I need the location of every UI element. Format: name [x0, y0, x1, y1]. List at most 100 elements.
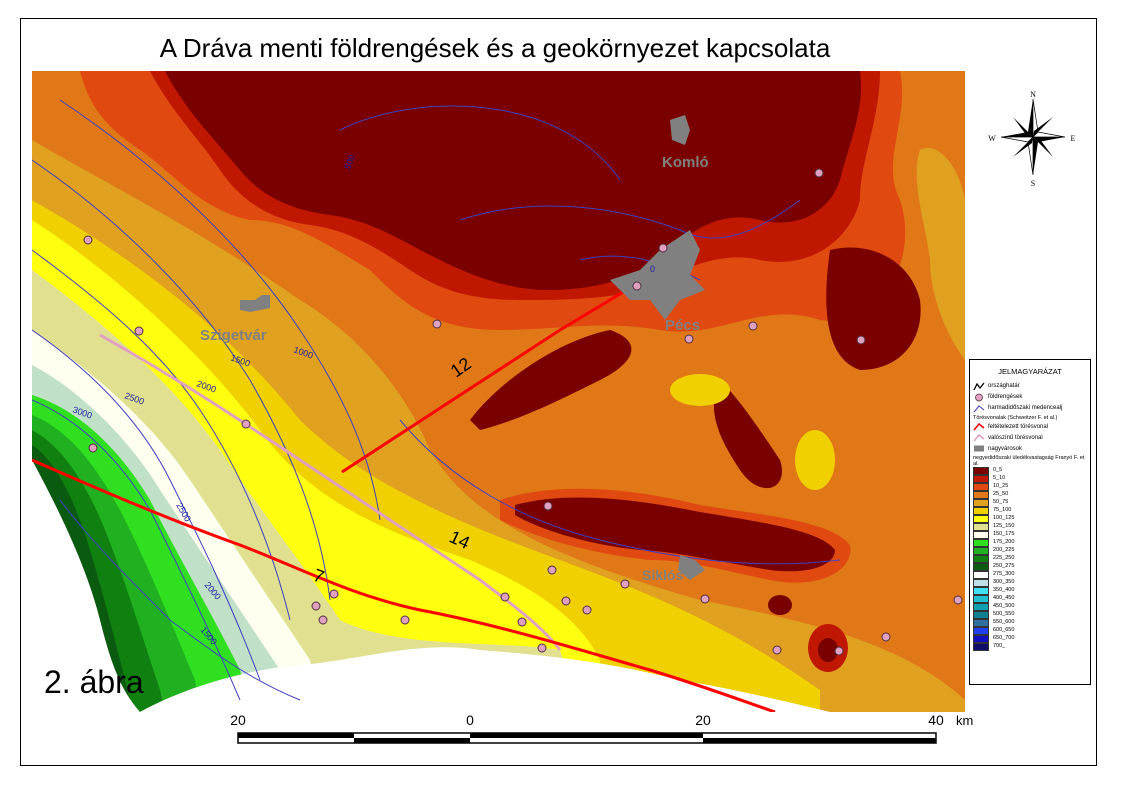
- legend-item: nagyvárosok: [970, 443, 1090, 454]
- scale-unit: km: [956, 713, 973, 728]
- legend-class-label: 150_175: [993, 531, 1015, 538]
- contour-line: [399, 419, 841, 565]
- earthquake-point: [543, 501, 553, 511]
- yellow-patch-2: [670, 374, 730, 406]
- legend-class-row: 275_300: [970, 571, 1090, 579]
- legend-section: negyedidőszaki üledékvastagság Franyó F.…: [973, 455, 1085, 467]
- legend-swatch: [973, 643, 989, 651]
- earthquake-point: [772, 645, 782, 655]
- earthquake-point: [814, 168, 824, 178]
- legend-class-label: 10_25: [993, 483, 1009, 490]
- earthquake-point: [311, 601, 321, 611]
- legend-class-row: 75_100: [970, 507, 1090, 515]
- probable-fault-icon: [973, 433, 985, 442]
- town-label-siklos: Siklós: [642, 567, 683, 583]
- legend-swatch: [973, 491, 989, 499]
- legend-class-label: 700_: [993, 643, 1006, 650]
- legend-class-row: 200_225: [970, 547, 1090, 555]
- legend-swatches: 0_5 5_10 10_25 25_50 50_75 75_100 100_125 125_1…: [970, 467, 1090, 651]
- earthquake-point: [134, 326, 144, 336]
- scale-tick: 40: [928, 712, 944, 728]
- legend-class-row: 600_650: [970, 627, 1090, 635]
- legend-title: JELMAGYARÁZAT: [998, 367, 1062, 376]
- legend-swatch: [973, 539, 989, 547]
- croatia-west: [32, 460, 140, 712]
- scale-tick: 20: [695, 712, 711, 728]
- legend-class-label: 500_550: [993, 611, 1015, 618]
- legend-swatch: [973, 587, 989, 595]
- ne-ridge: [826, 247, 921, 370]
- east-ridge: [713, 380, 782, 489]
- legend-class-row: 5_10: [970, 475, 1090, 483]
- scale-bar-segment: [354, 738, 470, 743]
- contour-line: [32, 159, 331, 601]
- legend-section: Törésvonalak (Schweitzer F. et al.): [973, 414, 1058, 421]
- central-ridge: [470, 330, 632, 430]
- legend-class-label: 125_150: [993, 523, 1015, 530]
- scale-bar: 20 0 20 40 km: [230, 712, 973, 744]
- legend-class-label: 25_50: [993, 491, 1009, 498]
- town-pecs-shape: [610, 230, 705, 320]
- earthquake-point: [561, 596, 571, 606]
- fault-line-icon: [973, 422, 985, 431]
- legend-swatch: [973, 483, 989, 491]
- legend-class-row: 100_125: [970, 515, 1090, 523]
- legend-class-row: 225_250: [970, 555, 1090, 563]
- legend-class-row: 125_150: [970, 523, 1090, 531]
- legend-swatch: [973, 579, 989, 587]
- legend-swatch: [973, 467, 989, 475]
- legend-class-row: 250_275: [970, 563, 1090, 571]
- legend-class-label: 0_5: [993, 467, 1003, 474]
- legend-class-row: 400_450: [970, 595, 1090, 603]
- legend-swatch: [973, 475, 989, 483]
- legend-swatch: [973, 555, 989, 563]
- legend-swatch: [973, 595, 989, 603]
- legend-class-row: 25_50: [970, 491, 1090, 499]
- contour-line-icon: [973, 404, 985, 412]
- legend-class-label: 50_75: [993, 499, 1009, 506]
- legend-swatch: [973, 499, 989, 507]
- croatia-south: [140, 647, 830, 712]
- legend-swatch: [973, 531, 989, 539]
- legend-item: feltételezett törésvonal: [970, 421, 1090, 432]
- earthquake-point: [517, 617, 527, 627]
- legend-class-label: 550_600: [993, 619, 1015, 626]
- compass-s: S: [1031, 179, 1035, 188]
- contour-line: [32, 329, 261, 681]
- earthquake-markers: [83, 168, 963, 656]
- legend-class-label: 650_700: [993, 635, 1015, 642]
- legend-class-label: 450_500: [993, 603, 1015, 610]
- legend-class-row: 0_5: [970, 467, 1090, 475]
- contour-line: [32, 249, 291, 621]
- legend-class-row: 550_600: [970, 619, 1090, 627]
- earthquake-point: [318, 615, 328, 625]
- legend-swatch: [973, 627, 989, 635]
- fault-line-7: [32, 458, 776, 712]
- legend-class-label: 300_350: [993, 579, 1015, 586]
- hill-south-core: [818, 638, 838, 662]
- probable-fault-line: [99, 333, 562, 651]
- legend-item-label: valószínű törésvonal: [988, 434, 1043, 441]
- earthquake-point: [432, 319, 442, 329]
- earthquake-point: [83, 235, 93, 245]
- legend-class-label: 75_100: [993, 507, 1012, 514]
- earthquake-point: [684, 334, 694, 344]
- legend-class-row: 450_500: [970, 603, 1090, 611]
- legend-class-label: 350_400: [993, 587, 1015, 594]
- legend-class-label: 250_275: [993, 563, 1015, 570]
- legend-item-label: nagyvárosok: [988, 445, 1023, 452]
- legend-item: földrengések: [970, 392, 1090, 403]
- earthquake-icon: [975, 393, 983, 401]
- legend-class-label: 400_450: [993, 595, 1015, 602]
- earthquake-point: [856, 335, 866, 345]
- legend: JELMAGYARÁZAT országhatár földrengések h…: [969, 359, 1091, 685]
- legend-class-label: 225_250: [993, 555, 1015, 562]
- hill-south-2: [768, 595, 792, 615]
- earthquake-point: [241, 419, 251, 429]
- scale-bar-segment: [703, 738, 936, 743]
- scale-bar-segment: [238, 733, 354, 738]
- legend-swatch: [973, 515, 989, 523]
- legend-class-row: 50_75: [970, 499, 1090, 507]
- earthquake-point: [620, 579, 630, 589]
